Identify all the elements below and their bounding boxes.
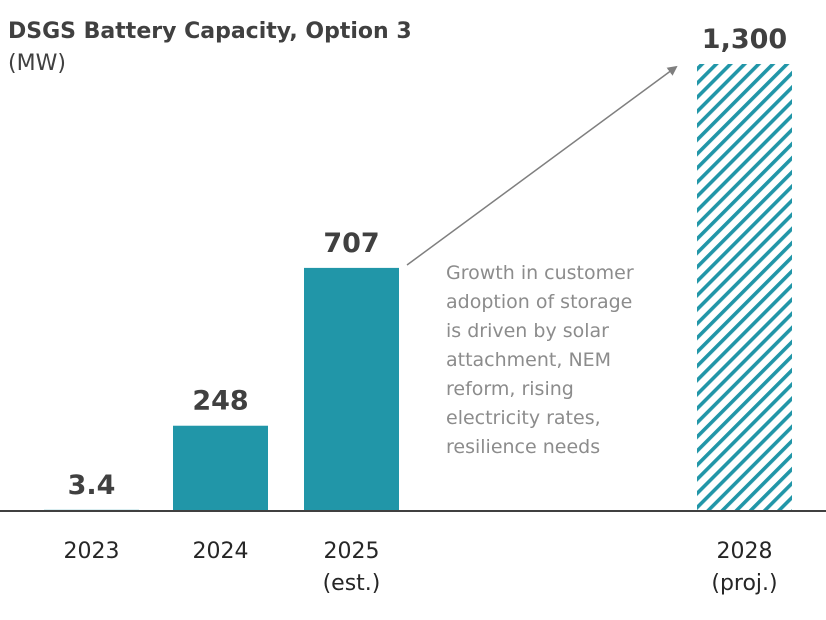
x-tick-label: (proj.) (711, 571, 777, 596)
annotation-line: adoption of storage (446, 291, 632, 313)
annotation-line: is driven by solar (446, 320, 609, 342)
value-label: 248 (192, 386, 248, 417)
annotation-line: reform, rising (446, 378, 574, 400)
annotation-line: resilience needs (446, 436, 600, 458)
chart-title: DSGS Battery Capacity, Option 3 (8, 19, 412, 44)
x-tick-label: (est.) (323, 571, 381, 596)
value-label: 3.4 (68, 470, 116, 501)
annotation-line: electricity rates, (446, 407, 601, 429)
x-tick-label: 2025 (324, 539, 380, 564)
x-tick-label: 2023 (64, 539, 120, 564)
x-tick-label: 2028 (717, 539, 773, 564)
bar-2025 (304, 267, 399, 511)
bar-2024 (173, 425, 268, 511)
growth-arrow (406, 65, 678, 266)
chart-subtitle: (MW) (8, 51, 66, 76)
annotation-text: Growth in customer adoption of storage is … (446, 262, 634, 458)
annotation-line: Growth in customer (446, 262, 634, 284)
bar-2028 (697, 64, 792, 511)
x-tick-label: 2024 (193, 539, 249, 564)
annotation-line: attachment, NEM (446, 349, 611, 371)
value-label: 1,300 (702, 24, 787, 55)
value-label: 707 (323, 228, 379, 259)
